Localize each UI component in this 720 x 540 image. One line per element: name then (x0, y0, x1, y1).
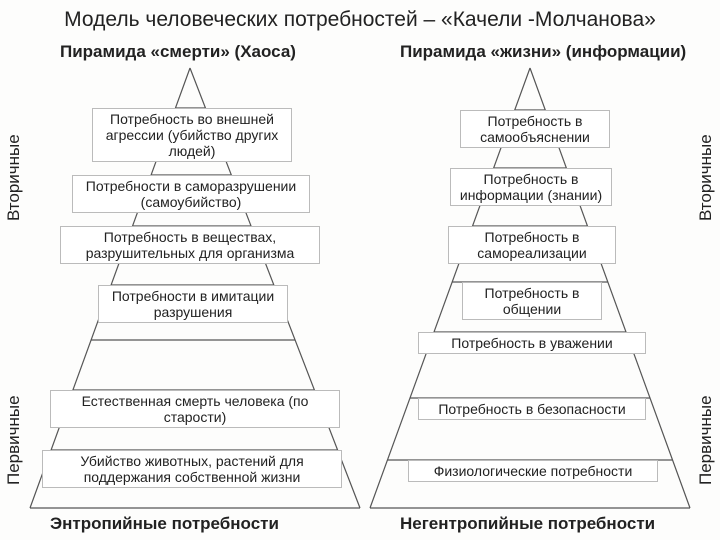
right-level-2: Потребность в самореализации (448, 226, 616, 264)
right-level-0: Потребность в самообъяснении (460, 110, 610, 148)
left-level-0: Потребность во внешней агрессии (убийств… (92, 108, 292, 162)
left-label-primary: Первичные (4, 370, 24, 510)
right-level-6: Физиологические потребности (408, 460, 658, 482)
right-footer: Негентропийные потребности (400, 514, 655, 534)
left-level-2: Потребность в веществах, разрушительных … (60, 226, 320, 264)
left-level-5: Убийство животных, растений для поддержа… (42, 450, 342, 488)
right-label-secondary: Вторичные (696, 108, 716, 248)
right-pyramid-heading: Пирамида «жизни» (информации) (400, 42, 686, 62)
left-level-1: Потребности в саморазрушении (самоубийст… (72, 175, 310, 213)
left-level-4: Естественная смерть человека (по старост… (50, 390, 340, 428)
left-label-secondary: Вторичные (4, 108, 24, 248)
right-level-5: Потребность в безопасности (418, 398, 646, 420)
page-title: Модель человеческих потребностей – «Каче… (0, 8, 720, 32)
left-footer: Энтропийные потребности (50, 514, 279, 534)
right-level-3: Потребность в общении (462, 282, 602, 320)
left-level-3: Потребности в имитации разрушения (98, 285, 288, 323)
right-level-4: Потребность в уважении (418, 332, 646, 354)
right-level-1: Потребность в информации (знании) (450, 168, 612, 206)
right-label-primary: Первичные (696, 370, 716, 510)
left-pyramid-heading: Пирамида «смерти» (Хаоса) (60, 42, 296, 62)
